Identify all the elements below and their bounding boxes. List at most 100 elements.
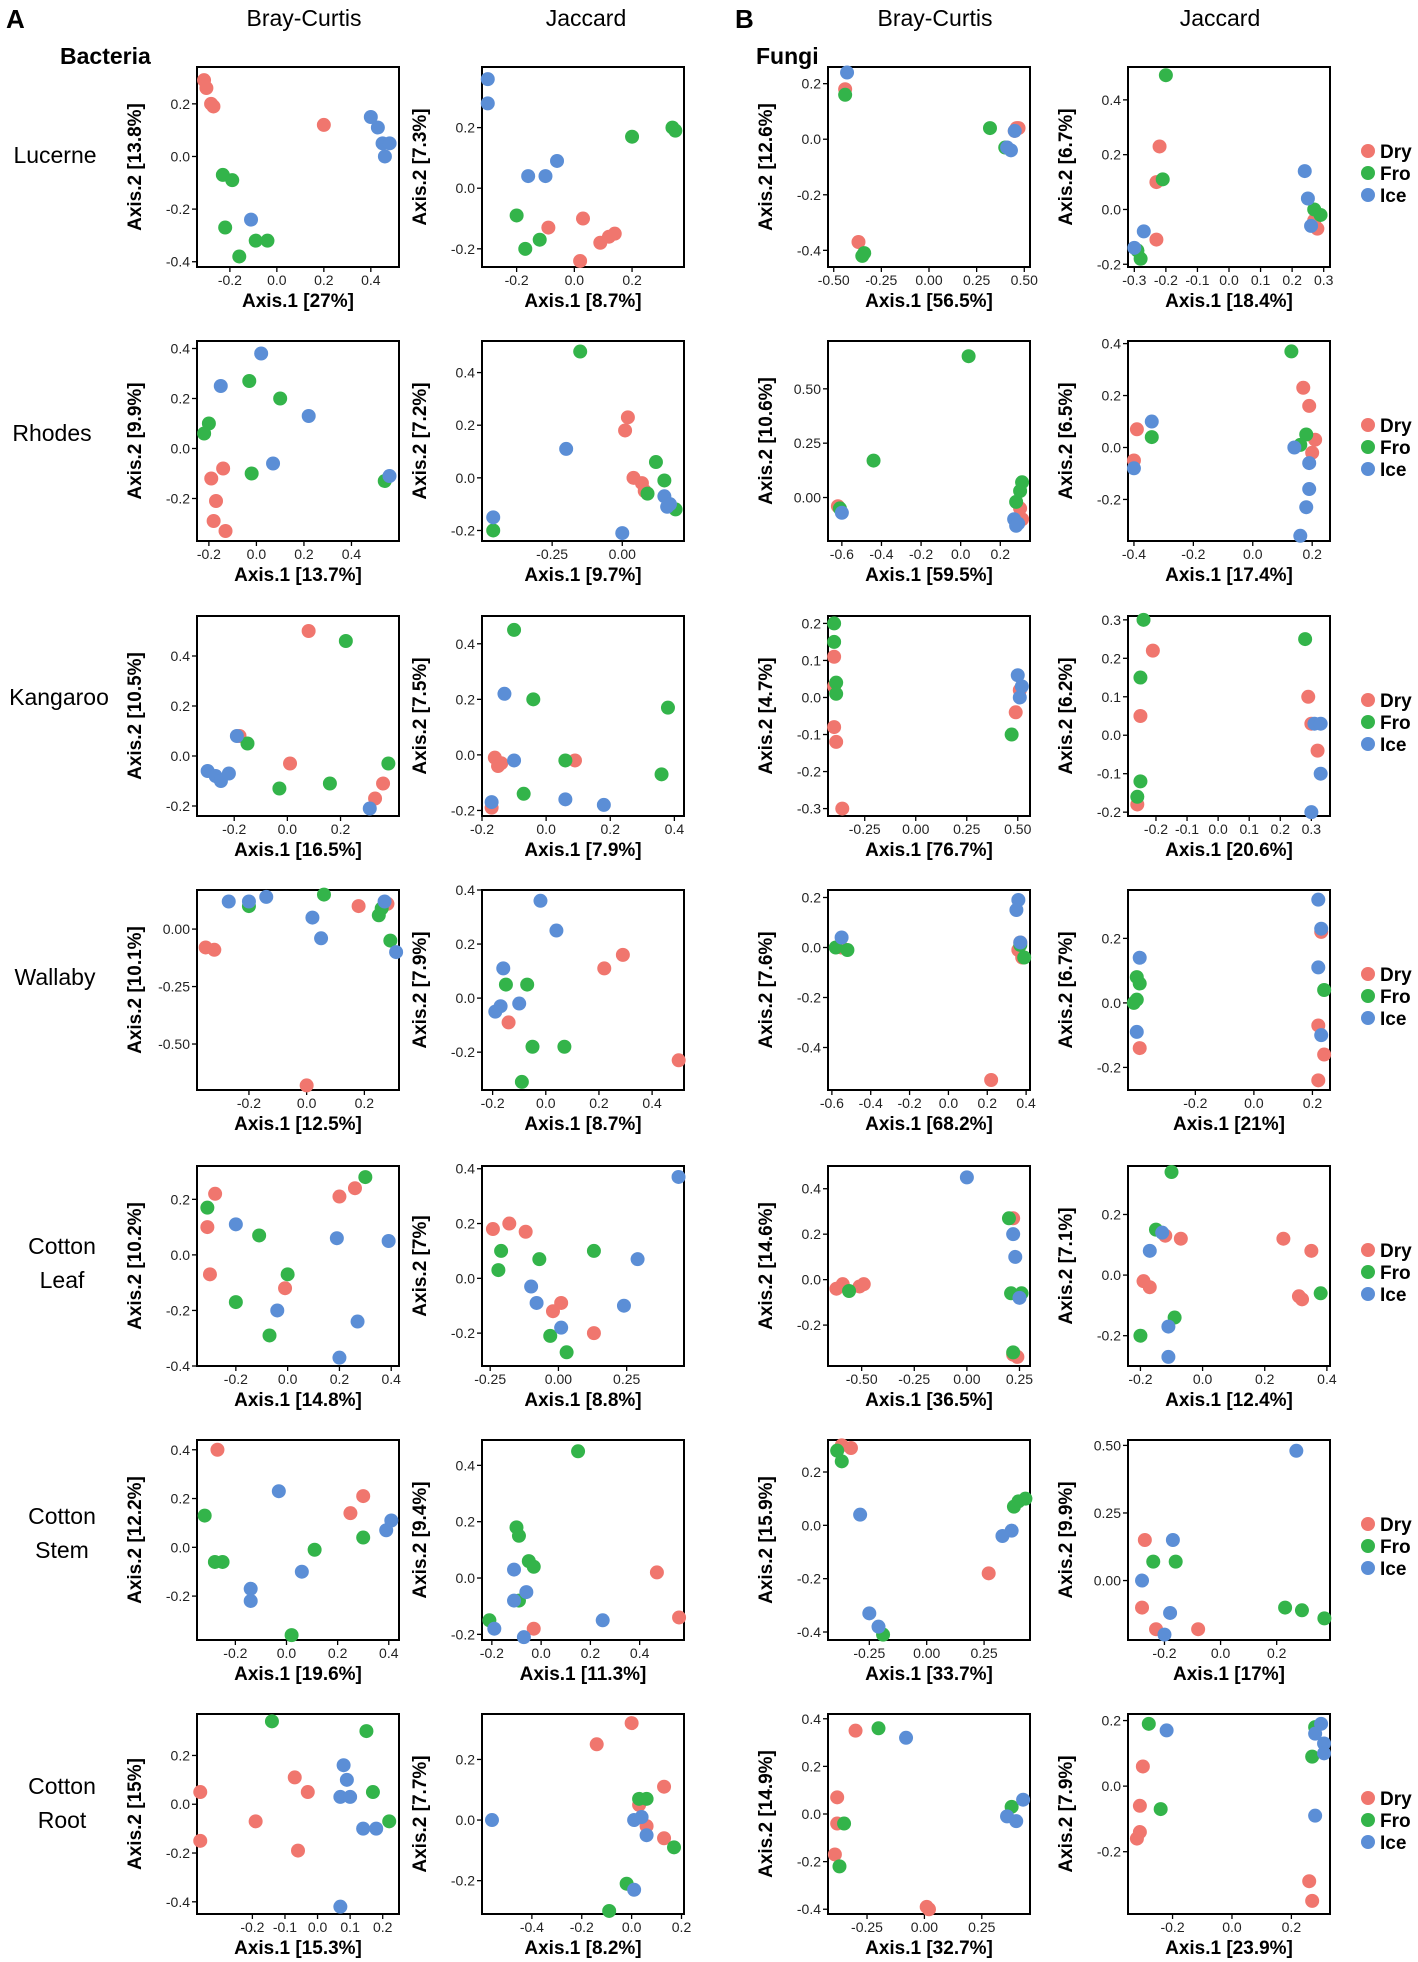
- y-axis-title: Axis.2 [7.7%]: [410, 1755, 431, 1872]
- scatter-plot-rhodes-fungi-bray-curtis: -0.6 -0.4 -0.2 0.0 0.2 0.00 0.25 0.50 Axis.1 [59…: [756, 340, 1031, 586]
- y-tick-label: 0.0: [456, 1270, 476, 1286]
- point-fro: [961, 349, 976, 364]
- series-dry: [1136, 1228, 1319, 1307]
- point-ice: [595, 1613, 610, 1628]
- x-tick-label: 0.2: [1267, 1645, 1287, 1661]
- y-axis-variance: [6.5%]: [1056, 382, 1077, 438]
- y-axis-title: Axis.2 [6.7%]: [1056, 108, 1077, 225]
- point-dry: [300, 1785, 315, 1800]
- series-dry: [193, 1770, 315, 1858]
- panel-label-b: B: [735, 4, 754, 34]
- series-dry: [541, 211, 622, 268]
- legend-label-fro: Fro: [1380, 713, 1411, 734]
- y-tick-label: -0.1: [1097, 766, 1121, 782]
- point-ice: [488, 1004, 503, 1019]
- point-dry: [206, 99, 221, 114]
- series-ice: [213, 346, 397, 483]
- legend-swatch-fro: [1361, 715, 1375, 729]
- x-tick-label: -0.2: [1160, 1919, 1184, 1935]
- x-tick-label: 0.0: [531, 1645, 551, 1661]
- y-axis-title: Axis.2 [10.6%]: [756, 377, 777, 505]
- y-axis-title: Axis.2 [7%]: [410, 1215, 431, 1316]
- series-ice: [840, 65, 1022, 158]
- point-fro: [260, 233, 275, 248]
- y-tick-label: 0.0: [802, 940, 822, 956]
- point-fro: [1001, 1211, 1016, 1226]
- point-ice: [221, 766, 236, 781]
- point-dry: [332, 1189, 347, 1204]
- x-tick-label: 0.0: [1208, 821, 1228, 837]
- point-dry: [649, 1565, 664, 1580]
- x-axis-label: Axis.1: [524, 1390, 585, 1411]
- series-fro: [509, 120, 683, 256]
- y-axis-label: Axis.2: [1056, 713, 1077, 774]
- point-ice: [627, 1882, 642, 1897]
- point-dry: [1145, 643, 1160, 658]
- x-tick-label: -0.1: [1175, 821, 1199, 837]
- y-axis-title: Axis.2 [14.6%]: [756, 1202, 777, 1330]
- point-dry: [1296, 380, 1311, 395]
- point-ice: [662, 497, 677, 512]
- series-ice: [488, 893, 564, 1019]
- plot-frame: [481, 615, 685, 817]
- x-axis-label: Axis.1: [242, 291, 303, 312]
- point-fro: [832, 1859, 847, 1874]
- point-dry: [299, 1078, 314, 1093]
- y-axis-title: Axis.2 [7.3%]: [410, 108, 431, 225]
- x-tick-label: 0.1: [340, 1919, 360, 1935]
- legend-label-dry: Dry: [1380, 1241, 1412, 1262]
- point-fro: [1158, 68, 1173, 83]
- point-fro: [383, 933, 398, 948]
- scatter-plot-wallaby-fungi-bray-curtis: -0.6 -0.4 -0.2 0.0 0.2 0.4 -0.4 -0.2 0.0 0.2 Axis.…: [756, 889, 1036, 1135]
- x-tick-label: 0.4: [381, 1371, 401, 1387]
- point-ice: [596, 797, 611, 812]
- y-axis-variance: [10.6%]: [756, 377, 777, 444]
- x-axis-label: Axis.1: [865, 291, 926, 312]
- x-axis-variance: [11.3%]: [581, 1664, 646, 1685]
- point-ice: [243, 1593, 258, 1608]
- y-tick-label: -0.2: [166, 201, 190, 217]
- legends: DryFroIceDryFroIceDryFroIceDryFroIceDryF…: [1361, 142, 1412, 1854]
- x-tick-label: -0.2: [223, 1645, 247, 1661]
- y-axis-label: Axis.2: [1056, 1811, 1077, 1872]
- point-dry: [827, 649, 842, 664]
- point-fro: [827, 634, 842, 649]
- series-ice: [899, 1730, 1031, 1829]
- point-ice: [549, 923, 564, 938]
- point-dry: [1191, 1622, 1206, 1637]
- point-fro: [516, 786, 531, 801]
- x-tick-label: 0.2: [355, 1095, 375, 1111]
- point-ice: [1004, 1523, 1019, 1538]
- y-tick-label: -0.2: [166, 1302, 190, 1318]
- series-ice: [1126, 414, 1317, 543]
- point-ice: [627, 1813, 642, 1828]
- point-fro: [1294, 1603, 1309, 1618]
- legend-swatch-ice: [1361, 462, 1375, 476]
- y-tick-label: 0.2: [1102, 388, 1122, 404]
- y-axis-variance: [7.6%]: [756, 931, 777, 987]
- series-fro: [1130, 612, 1313, 804]
- point-fro: [232, 249, 247, 264]
- point-ice: [333, 1899, 348, 1914]
- x-axis-label: Axis.1: [234, 1114, 295, 1135]
- point-fro: [197, 426, 212, 441]
- point-ice: [616, 1298, 631, 1313]
- point-fro: [284, 1628, 299, 1643]
- x-tick-label: -0.25: [474, 1371, 506, 1387]
- y-tick-label: -0.3: [797, 801, 821, 817]
- x-tick-label: -0.25: [849, 821, 881, 837]
- point-dry: [1295, 1292, 1310, 1307]
- point-fro: [830, 1443, 845, 1458]
- y-axis-label: Axis.2: [1056, 1537, 1077, 1598]
- plot-frame: [481, 1165, 685, 1367]
- x-tick-label: 0.0: [1222, 1919, 1242, 1935]
- y-tick-label: -0.4: [797, 1624, 821, 1640]
- x-tick-label: -0.2: [222, 821, 246, 837]
- point-ice: [356, 1821, 371, 1836]
- point-fro: [356, 1530, 371, 1545]
- point-dry: [1149, 232, 1164, 247]
- x-axis-title: Axis.1 [68.2%]: [865, 1114, 993, 1135]
- y-tick-label: 0.0: [802, 1272, 822, 1288]
